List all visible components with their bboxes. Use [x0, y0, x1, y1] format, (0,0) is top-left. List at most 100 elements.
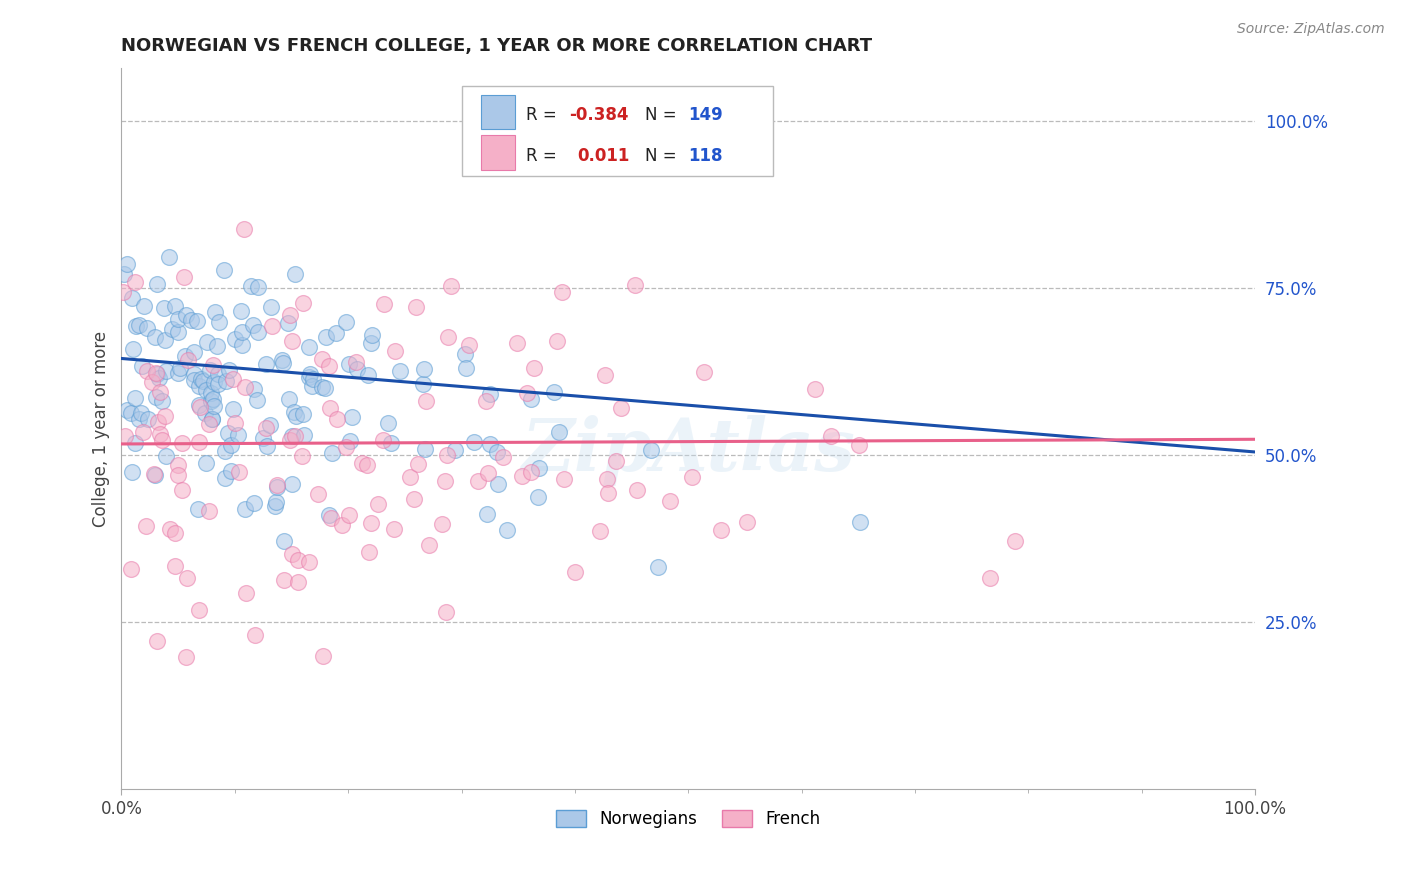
Point [259, 417, 281, 432]
Point [187, 502, 209, 516]
Point [125, 318, 148, 333]
Point [153, 409, 176, 423]
Point [149, 384, 172, 399]
Text: 149: 149 [688, 106, 723, 124]
FancyBboxPatch shape [481, 95, 515, 129]
Point [198, 363, 221, 377]
Point [458, 338, 481, 352]
Point [478, 386, 501, 401]
Point [624, 278, 647, 293]
Point [278, 309, 301, 323]
Point [204, 305, 226, 319]
Point [212, 263, 235, 277]
Point [510, 469, 533, 483]
Point [486, 445, 509, 459]
Point [143, 467, 166, 481]
Point [820, 429, 842, 443]
FancyBboxPatch shape [461, 86, 773, 176]
Point [231, 338, 253, 352]
Point [371, 434, 394, 448]
Point [550, 285, 572, 299]
Point [359, 545, 381, 559]
Point [361, 327, 384, 342]
Point [188, 603, 211, 617]
Point [117, 402, 139, 417]
Point [710, 523, 733, 537]
Point [278, 392, 301, 406]
Point [231, 325, 253, 339]
Point [737, 515, 759, 529]
Point [176, 649, 198, 664]
Point [283, 405, 305, 419]
Point [264, 500, 287, 514]
Point [120, 406, 142, 420]
Point [413, 442, 436, 456]
Point [146, 416, 169, 430]
Point [434, 605, 457, 619]
Point [681, 470, 703, 484]
Point [609, 401, 631, 415]
Point [463, 435, 485, 450]
Point [153, 333, 176, 347]
Point [315, 330, 337, 344]
Point [543, 385, 565, 400]
Text: 118: 118 [688, 147, 723, 165]
Point [456, 361, 478, 376]
Point [111, 285, 134, 299]
Point [233, 380, 256, 394]
Point [121, 291, 143, 305]
Point [115, 257, 138, 271]
Point [292, 407, 315, 421]
Point [415, 393, 437, 408]
Point [195, 335, 218, 350]
Point [302, 372, 325, 386]
Point [254, 421, 277, 435]
Point [477, 466, 499, 480]
Point [243, 627, 266, 641]
Point [546, 334, 568, 348]
Point [141, 375, 163, 389]
Point [207, 367, 229, 381]
Point [519, 392, 541, 406]
Point [335, 315, 357, 329]
Point [281, 547, 304, 561]
Point [287, 575, 309, 590]
Point [1004, 533, 1026, 548]
Point [402, 491, 425, 506]
Point [222, 401, 245, 416]
Point [496, 523, 519, 537]
Point [195, 456, 218, 470]
Point [804, 382, 827, 396]
Point [284, 429, 307, 443]
Point [195, 383, 218, 397]
Point [207, 314, 229, 328]
Point [337, 357, 360, 371]
Point [165, 559, 187, 574]
Point [224, 333, 246, 347]
Point [330, 517, 353, 532]
Point [367, 496, 389, 510]
Point [148, 371, 170, 385]
Point [693, 365, 716, 379]
Point [440, 278, 463, 293]
Point [143, 468, 166, 483]
Point [240, 279, 263, 293]
Point [145, 367, 167, 381]
Point [321, 511, 343, 525]
Point [226, 427, 249, 442]
Point [318, 359, 340, 373]
Point [979, 571, 1001, 585]
Legend: Norwegians, French: Norwegians, French [550, 804, 827, 835]
Point [280, 334, 302, 348]
Point [233, 222, 256, 236]
Point [172, 483, 194, 498]
Point [346, 361, 368, 376]
Point [183, 373, 205, 387]
Point [242, 382, 264, 396]
Point [848, 438, 870, 452]
Point [183, 345, 205, 359]
Point [205, 339, 228, 353]
Point [350, 456, 373, 470]
Point [112, 267, 135, 281]
Text: R =: R = [526, 106, 562, 124]
